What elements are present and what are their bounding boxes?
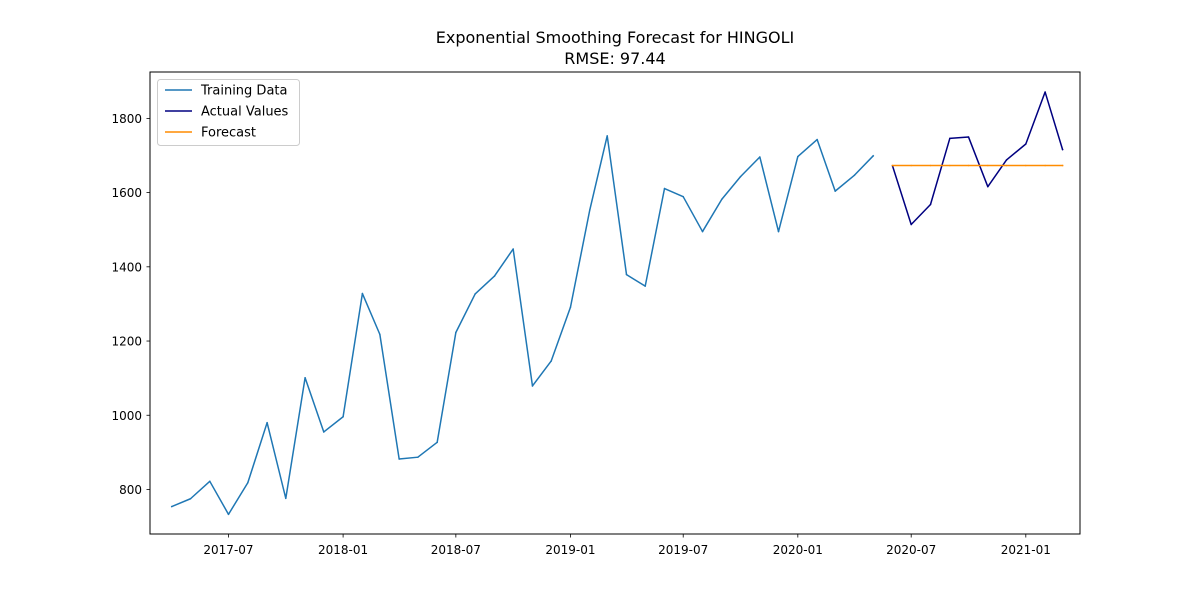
chart-subtitle: RMSE: 97.44: [564, 49, 665, 68]
y-tick-label: 1600: [111, 186, 142, 200]
legend: Training Data Actual Values Forecast: [157, 79, 300, 146]
y-axis: 800 1000 1200 1400 1600 1800: [111, 112, 150, 497]
y-tick-label: 1400: [111, 260, 142, 274]
chart-title: Exponential Smoothing Forecast for HINGO…: [436, 28, 794, 47]
training-data-point: [379, 333, 381, 336]
training-data-point: [721, 198, 723, 201]
training-data-point: [323, 431, 325, 433]
x-axis: 2017-07 2018-01 2018-07 2019-01 2019-07 2020-…: [203, 534, 1051, 557]
training-data-point: [455, 331, 457, 334]
training-data-point: [834, 190, 836, 192]
plot-frame: [149, 71, 1081, 535]
x-tick-label: 2019-07: [658, 543, 708, 557]
training-data-point: [797, 155, 799, 158]
y-tick-label: 1200: [111, 335, 142, 349]
training-data-point: [247, 482, 249, 484]
x-tick-label: 2018-01: [318, 543, 368, 557]
forecast-point: [987, 164, 989, 167]
forecast-point: [1025, 164, 1027, 167]
legend-box: [157, 79, 300, 146]
actual-values-point: [1061, 148, 1064, 151]
training-data-point: [474, 293, 476, 295]
training-data-point: [189, 498, 192, 500]
training-data-point: [493, 275, 496, 277]
training-data-point: [550, 360, 552, 362]
training-data-point: [625, 273, 628, 276]
training-data-point: [266, 421, 268, 424]
actual-values-line: [891, 91, 1064, 226]
training-data-point: [531, 385, 534, 387]
training-data-point: [816, 138, 818, 141]
training-data-point: [853, 174, 856, 176]
forecast-point: [967, 164, 970, 167]
x-tick-label: 2020-01: [773, 543, 823, 557]
training-data-point: [171, 505, 173, 508]
training-data-point: [872, 155, 874, 157]
forecast-point: [1005, 164, 1008, 167]
x-tick-label: 2020-07: [886, 543, 936, 557]
actual-values-point: [929, 203, 932, 206]
legend-label-forecast: Forecast: [201, 126, 256, 141]
training-data-point: [777, 230, 780, 233]
actual-values-point: [1044, 91, 1046, 93]
training-data-point: [512, 248, 514, 250]
training-data-point: [227, 513, 230, 516]
training-data-point: [361, 292, 364, 295]
training-data-point: [759, 156, 761, 158]
series-layer: [170, 91, 1064, 516]
actual-values-point: [910, 223, 912, 226]
training-data-point: [701, 230, 704, 233]
legend-label-actual-values: Actual Values: [201, 105, 289, 120]
actual-values-point: [1025, 143, 1027, 145]
training-data-point: [739, 175, 742, 178]
forecast-point: [910, 164, 912, 167]
training-data-point: [398, 458, 400, 460]
x-tick-label: 2018-07: [431, 543, 481, 557]
forecast-point: [1061, 164, 1064, 167]
y-tick-label: 1800: [111, 112, 142, 126]
training-data-point: [209, 480, 211, 483]
training-data-point: [304, 377, 306, 379]
actual-values-point: [949, 137, 951, 140]
forecast-point: [1044, 164, 1046, 167]
training-data-point: [436, 441, 438, 444]
training-data-point: [285, 497, 287, 500]
training-data-point: [682, 195, 684, 198]
forecast-point: [929, 164, 932, 167]
legend-label-training-data: Training Data: [200, 84, 287, 99]
training-data-point: [569, 306, 572, 309]
y-tick-label: 1000: [111, 409, 142, 423]
training-data-point: [663, 187, 666, 190]
y-tick-label: 800: [119, 483, 142, 497]
forecast-point: [949, 164, 951, 167]
forecast-point: [891, 164, 894, 167]
training-data-point: [589, 209, 591, 211]
actual-values-point: [1005, 159, 1008, 161]
x-tick-label: 2021-01: [1001, 543, 1051, 557]
actual-values-point: [987, 185, 989, 188]
x-tick-label: 2017-07: [203, 543, 253, 557]
training-data-point: [644, 285, 646, 287]
training-data-point: [342, 415, 344, 418]
training-data-point: [417, 456, 419, 458]
x-tick-label: 2019-01: [545, 543, 595, 557]
actual-values-point: [967, 136, 970, 138]
training-data-line: [170, 135, 875, 516]
training-data-point: [606, 135, 608, 137]
